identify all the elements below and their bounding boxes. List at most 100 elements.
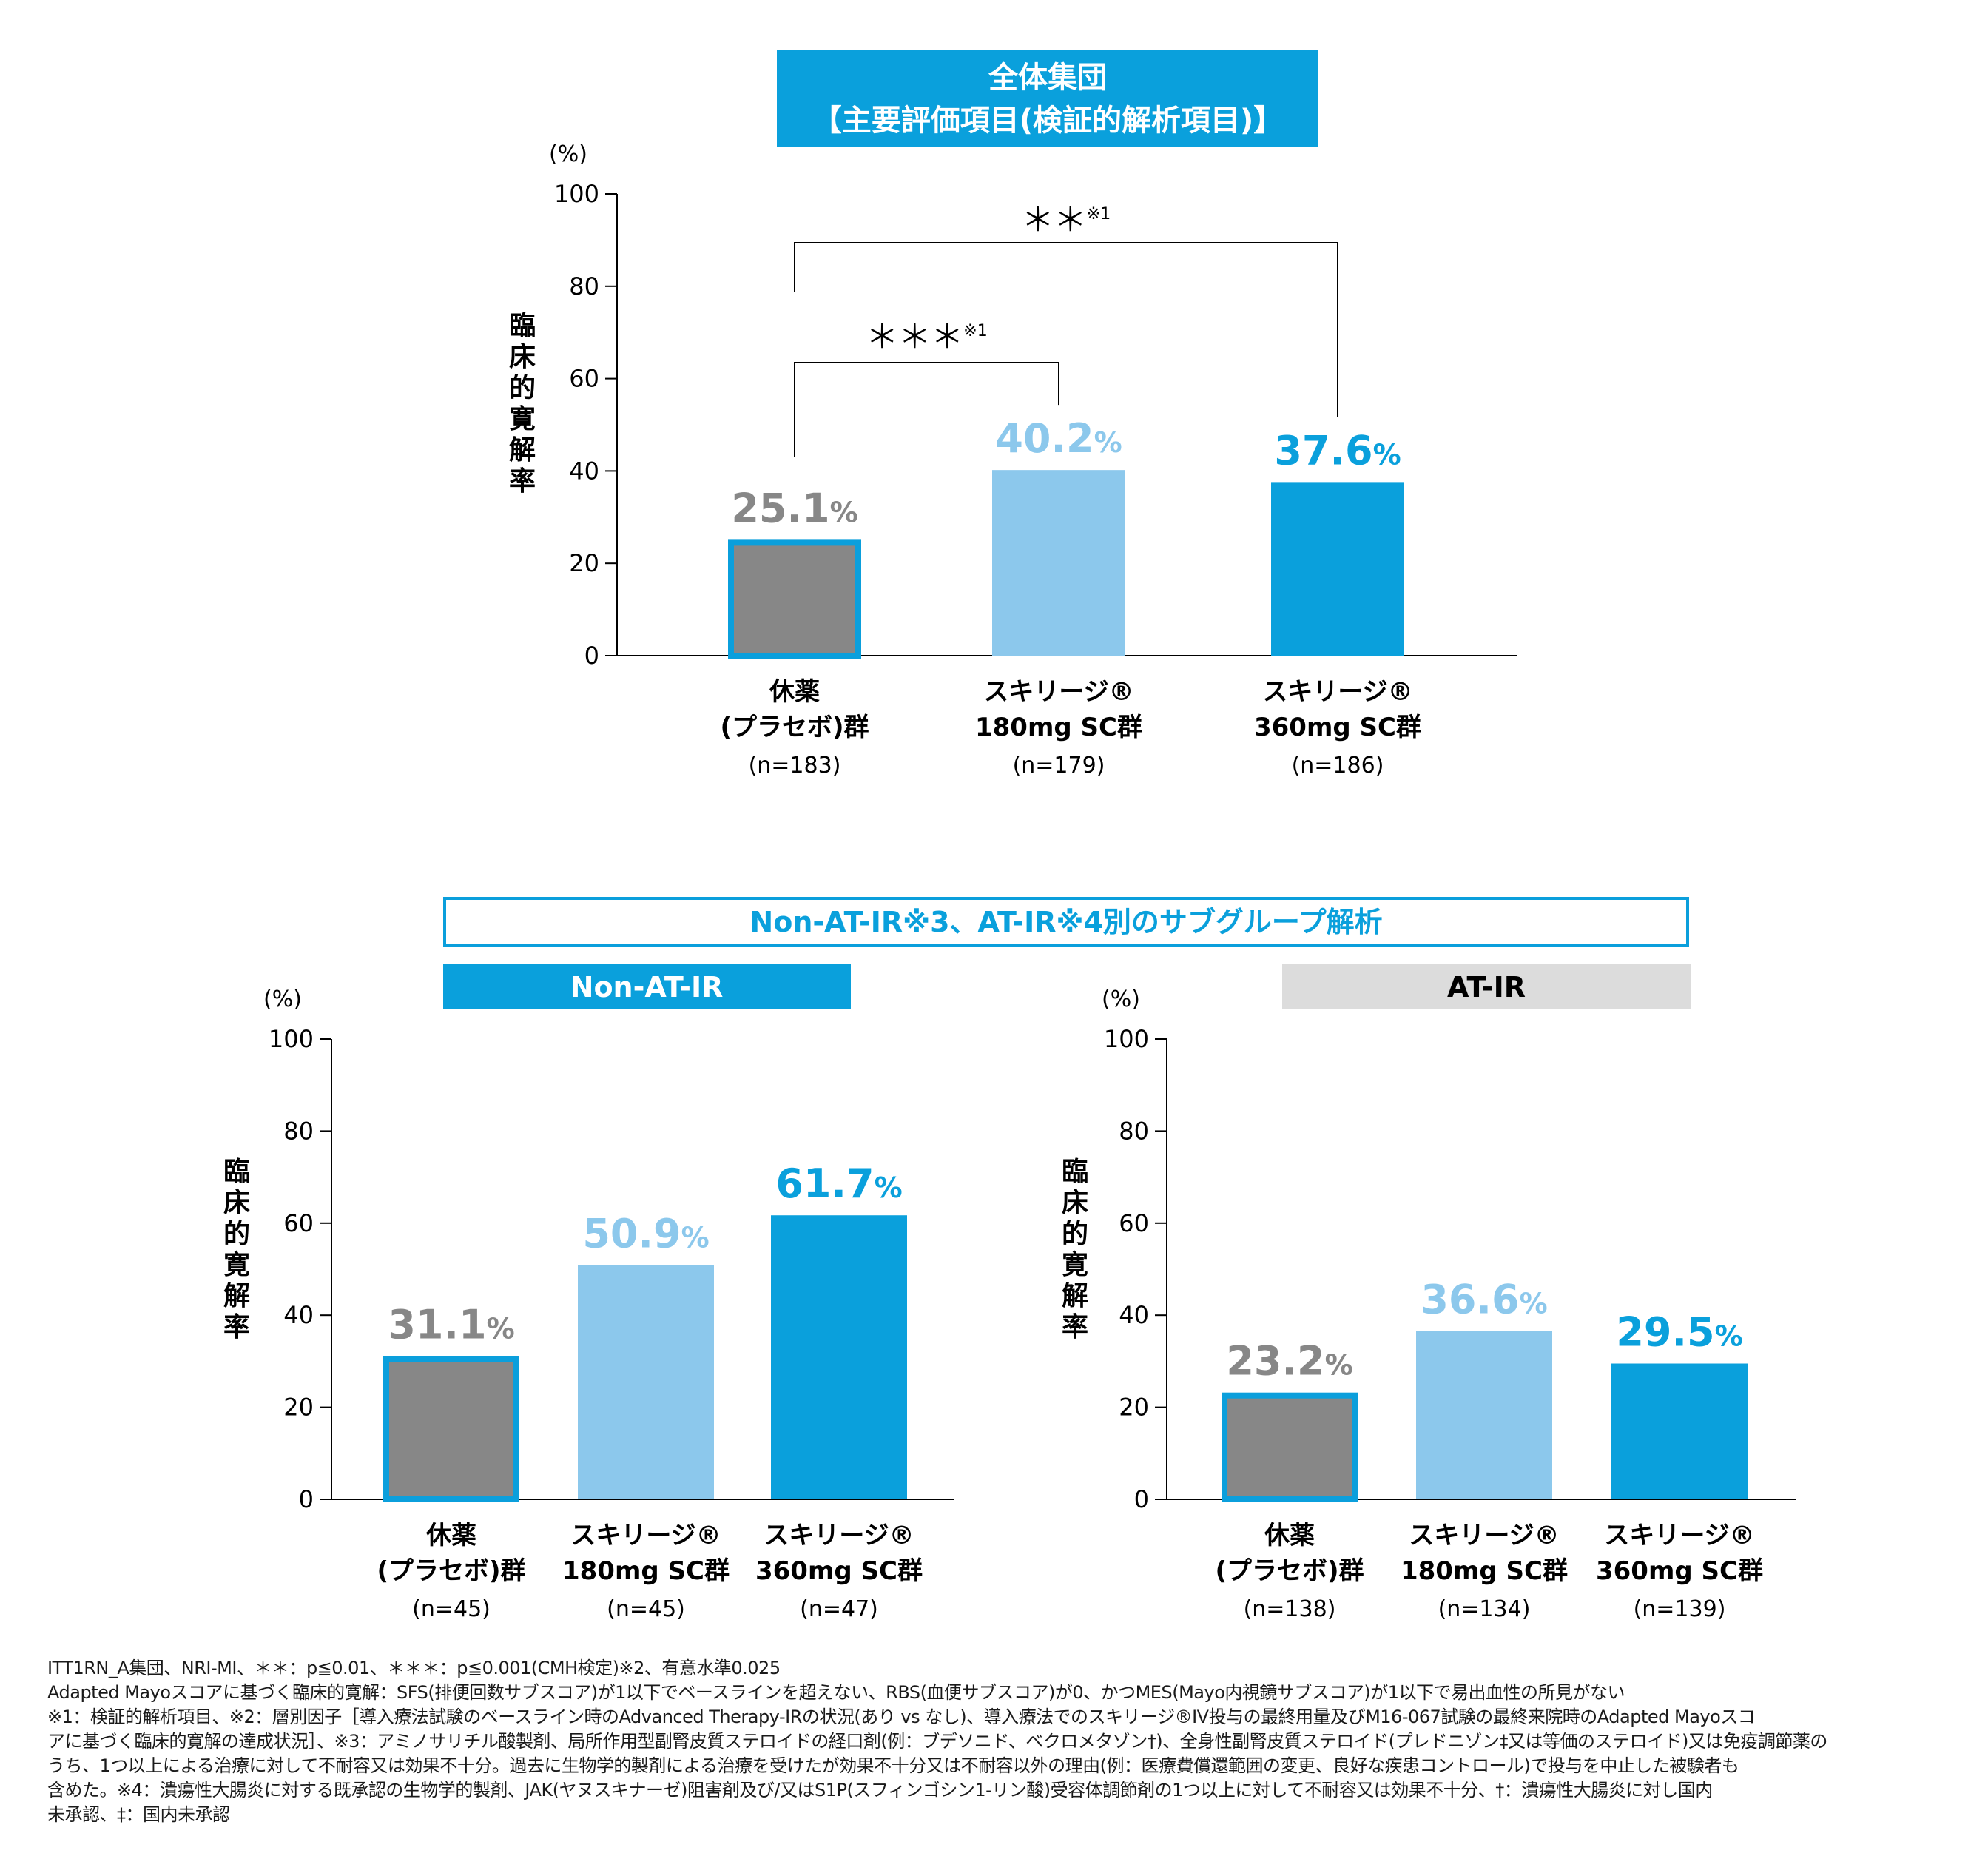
y-unit-label: (%) <box>1102 986 1140 1012</box>
y-axis-label-char: 臨 <box>1062 1157 1088 1187</box>
category-label-line2: (プラセボ)群 <box>1215 1556 1364 1586</box>
footnote-line: ITT1RN_A集団、NRI-MI、＊＊：p≦0.01、＊＊＊：p≦0.001(… <box>47 1658 781 1678</box>
footnote-line: うち、1つ以上による治療に対して不耐容又は効果不十分。過去に生物学的製剤による治… <box>47 1755 1739 1776</box>
bar-skyrizi-180mg <box>578 1265 714 1499</box>
bar-skyrizi-360mg <box>771 1215 907 1499</box>
bar-placebo <box>383 1356 519 1502</box>
category-label-line1: スキリージ® <box>983 677 1133 707</box>
y-axis-label-char: 率 <box>1062 1312 1088 1342</box>
value-percent-sign: % <box>830 496 858 528</box>
bar-placebo <box>1222 1392 1358 1503</box>
subgroup-banner <box>443 897 1689 947</box>
footnote-line: Adapted Mayoスコアに基づく臨床的寛解：SFS(排便回数サブスコア)が… <box>47 1682 1625 1703</box>
value-label: 50.9% <box>582 1210 709 1257</box>
category-n-label: (n=139) <box>1634 1596 1726 1622</box>
category-label-line1: 休薬 <box>425 1521 476 1550</box>
y-axis-label-char: 率 <box>509 466 536 497</box>
category-label-line2: (プラセボ)群 <box>377 1556 525 1586</box>
y-tick-label: 60 <box>569 365 599 393</box>
category-n-label: (n=138) <box>1244 1596 1336 1622</box>
y-axis-label-char: 的 <box>509 373 536 403</box>
category-label-line2: 360mg SC群 <box>1254 713 1421 742</box>
y-axis-label-char: 解 <box>1062 1281 1088 1311</box>
category-n-label: (n=45) <box>412 1596 491 1622</box>
value-percent-sign: % <box>1325 1349 1353 1382</box>
y-tick-label: 60 <box>283 1209 314 1237</box>
y-tick-label: 100 <box>1104 1025 1149 1053</box>
y-unit-label: (%) <box>549 141 587 167</box>
category-n-label: (n=134) <box>1438 1596 1531 1622</box>
y-tick-label: 0 <box>584 642 599 670</box>
y-tick-label: 100 <box>554 180 599 208</box>
value-number: 29.5 <box>1616 1309 1714 1356</box>
subgroup-banner-text: Non-AT-IR※3、AT-IR※4別のサブグループ解析 <box>749 906 1382 938</box>
y-axis-label-char: 臨 <box>509 311 536 341</box>
y-axis-label-char: 寛 <box>509 403 536 434</box>
y-axis-label-char: 解 <box>223 1281 250 1311</box>
y-tick-label: 80 <box>1119 1117 1149 1145</box>
bar-skyrizi-180mg <box>992 470 1125 656</box>
value-number: 25.1 <box>731 485 829 531</box>
tab-at-ir-label: AT-IR <box>1447 971 1526 1003</box>
y-axis-label-char: 的 <box>1062 1219 1088 1249</box>
value-label: 37.6% <box>1274 427 1401 474</box>
value-number: 50.9 <box>582 1210 681 1257</box>
category-label-line2: 180mg SC群 <box>562 1556 730 1586</box>
y-unit-label: (%) <box>263 986 302 1012</box>
value-label: 29.5% <box>1616 1309 1742 1356</box>
y-tick-label: 0 <box>1134 1485 1149 1513</box>
y-axis-label-char: 寛 <box>1062 1249 1088 1280</box>
value-label: 40.2% <box>995 415 1122 462</box>
y-tick-label: 0 <box>299 1485 314 1513</box>
y-tick-label: 40 <box>569 457 599 485</box>
y-tick-label: 80 <box>283 1117 314 1145</box>
category-label-line1: スキリージ® <box>1409 1521 1559 1550</box>
bar-skyrizi-180mg <box>1416 1331 1552 1499</box>
overall-banner-line2: 【主要評価項目(検証的解析項目)】 <box>812 104 1284 138</box>
y-axis-label-char: 率 <box>223 1312 250 1342</box>
figure-canvas: 全体集団 【主要評価項目(検証的解析項目)】 Non-AT-IR※3、AT-IR… <box>223 50 1796 1622</box>
y-axis-label-char: 床 <box>1062 1188 1088 1218</box>
significance-bracket <box>794 362 1059 457</box>
category-n-label: (n=183) <box>749 753 841 779</box>
tab-at-ir <box>1282 964 1691 1009</box>
y-tick-label: 100 <box>269 1025 314 1053</box>
significance-stars: ＊＊＊ <box>866 318 963 356</box>
significance-footnote-mark: ※1 <box>963 322 987 340</box>
value-number: 61.7 <box>775 1160 874 1207</box>
value-percent-sign: % <box>1520 1287 1548 1319</box>
y-tick-label: 40 <box>283 1301 314 1329</box>
category-label-line1: 休薬 <box>1264 1521 1315 1550</box>
category-label-line1: スキリージ® <box>1604 1521 1754 1550</box>
y-tick-label: 20 <box>1119 1393 1149 1422</box>
y-axis-label-char: 的 <box>223 1219 250 1249</box>
significance-label: ＊＊＊※1 <box>866 318 987 356</box>
value-label: 61.7% <box>775 1160 902 1207</box>
footnotes: ITT1RN_A集団、NRI-MI、＊＊：p≦0.01、＊＊＊：p≦0.001(… <box>47 1656 1971 1827</box>
tab-non-at-ir <box>443 964 851 1009</box>
bar-placebo <box>728 539 861 659</box>
significance-bracket <box>794 242 1338 417</box>
category-label-line2: (プラセボ)群 <box>720 713 869 742</box>
y-axis-label-char: 寛 <box>223 1249 250 1280</box>
category-n-label: (n=45) <box>607 1596 685 1622</box>
value-number: 37.6 <box>1274 427 1372 474</box>
significance-label: ＊＊※1 <box>1022 201 1111 239</box>
footnote-line: 未承認、‡：国内未承認 <box>47 1804 230 1825</box>
bar-skyrizi-360mg <box>1271 482 1404 656</box>
significance-stars: ＊＊ <box>1022 201 1087 239</box>
value-number: 31.1 <box>388 1302 486 1348</box>
y-axis-label-char: 床 <box>223 1188 250 1218</box>
value-percent-sign: % <box>1094 426 1122 459</box>
y-tick-label: 80 <box>569 272 599 300</box>
category-label-line2: 360mg SC群 <box>755 1556 923 1586</box>
category-n-label: (n=186) <box>1292 753 1384 779</box>
value-percent-sign: % <box>1715 1320 1743 1353</box>
value-percent-sign: % <box>875 1171 903 1204</box>
value-number: 36.6 <box>1421 1276 1519 1322</box>
significance-footnote-mark: ※1 <box>1087 205 1111 223</box>
overall-banner <box>777 50 1318 147</box>
